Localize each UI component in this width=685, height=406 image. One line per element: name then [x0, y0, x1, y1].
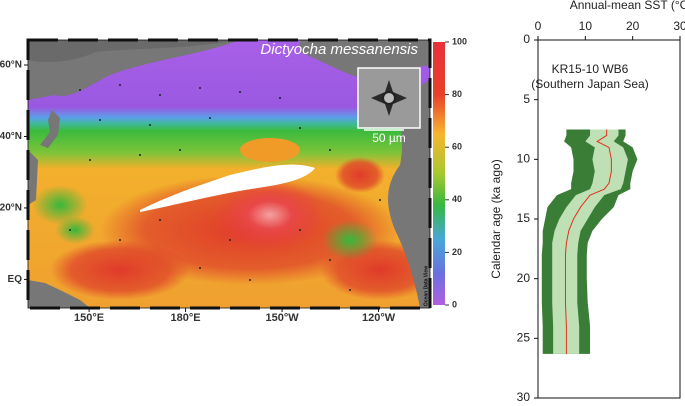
x-tick-label: 30 — [673, 19, 685, 33]
x-tick-label: 150°W — [265, 312, 299, 324]
map-title: Dictyocha messanensis — [260, 41, 418, 58]
y-tick-label: 25 — [517, 331, 531, 345]
y-tick-label: 60°N — [0, 60, 22, 71]
y-tick-label: 10 — [517, 152, 531, 166]
y-tick-label: 20 — [517, 271, 531, 285]
y-tick-label: 20°N — [0, 203, 22, 214]
x-tick-label: 20 — [626, 19, 640, 33]
colorbar-tick-label: 0 — [452, 299, 457, 309]
watermark: Ocean Data View — [423, 266, 429, 306]
y-tick-label: 30 — [517, 390, 531, 404]
x-tick-label: 120°W — [362, 312, 396, 324]
annotation: (Southern Japan Sea) — [531, 77, 648, 91]
map-border — [27, 39, 431, 309]
station-dots — [69, 84, 381, 291]
colorbar-tick-label: 100 — [452, 36, 467, 46]
colorbar-tick-label: 20 — [452, 247, 462, 257]
colorbar — [433, 42, 445, 305]
y-tick-label: 40°N — [0, 131, 22, 142]
x-tick-label: 10 — [579, 19, 593, 33]
inset-photo — [357, 67, 421, 131]
y-tick-label: 15 — [517, 211, 531, 225]
colorbar-tick-label: 40 — [452, 194, 462, 204]
x-tick-label: 0 — [535, 19, 542, 33]
range-band — [552, 129, 628, 354]
y-tick-label: EQ — [8, 274, 23, 285]
colorbar-tick-label: 80 — [452, 89, 462, 99]
x-tick-label: 180°E — [171, 312, 201, 324]
annotation: KR15-10 WB6 — [552, 62, 629, 76]
x-tick-label: 150°E — [74, 312, 104, 324]
y-tick-label: 0 — [523, 32, 530, 46]
mean-line — [564, 129, 612, 354]
colorbar-tick-label: 60 — [452, 142, 462, 152]
scale-bar-label: 50 µm — [372, 131, 406, 145]
x-axis-label: Annual-mean SST (°C) — [570, 0, 685, 12]
y-axis-label: Calendar age (ka ago) — [489, 159, 503, 278]
y-tick-label: 5 — [523, 92, 530, 106]
